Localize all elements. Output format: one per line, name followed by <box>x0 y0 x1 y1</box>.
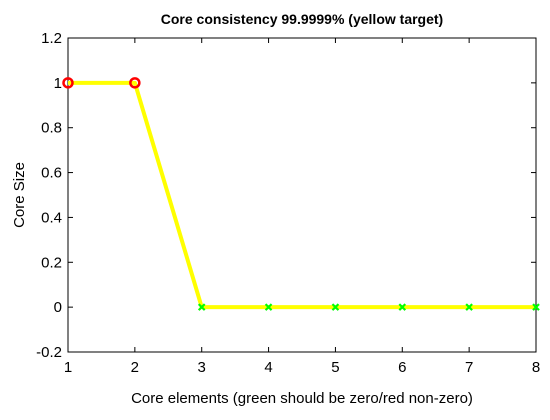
x-tick-label: 8 <box>532 359 540 376</box>
zero-point-marker <box>465 303 473 311</box>
data-series <box>62 77 540 311</box>
y-tick-label: 0 <box>54 299 62 316</box>
zero-point-marker <box>532 303 540 311</box>
x-tick-label: 5 <box>331 359 339 376</box>
x-tick-label: 4 <box>264 359 272 376</box>
x-tick-label: 3 <box>198 359 206 376</box>
target-series-line <box>68 80 536 310</box>
y-tick-label: 0.8 <box>41 120 62 137</box>
zero-point-marker <box>264 303 273 311</box>
y-tick-label: 1 <box>54 75 62 92</box>
y-tick-label: -0.2 <box>36 344 62 361</box>
y-axis-label: Core Size <box>11 162 28 228</box>
zero-point-marker-stroke <box>264 303 273 311</box>
y-tick-label: 0.6 <box>41 165 62 182</box>
non-zero-point-marker <box>129 77 141 89</box>
y-tick-label: 1.2 <box>41 30 62 47</box>
zero-point-marker-stroke <box>197 303 206 311</box>
y-tick-labels: -0.2 0 0.2 0.4 0.6 0.8 1 1.2 <box>36 30 62 361</box>
y-tick-label: 0.4 <box>41 209 62 226</box>
x-tick-label: 7 <box>465 359 473 376</box>
zero-point-marker <box>331 303 340 311</box>
x-tick-label: 1 <box>64 359 72 376</box>
x-tick-label: 6 <box>398 359 406 376</box>
x-axis-label: Core elements (green should be zero/red … <box>131 390 473 407</box>
zero-point-marker-stroke <box>398 303 407 311</box>
y-tick-label: 0.2 <box>41 254 62 271</box>
zero-point-marker <box>197 303 206 311</box>
zero-point-marker-stroke <box>532 303 540 311</box>
x-tick-label: 2 <box>131 359 139 376</box>
plot-area-frame <box>67 37 537 353</box>
non-zero-point-marker <box>62 77 74 89</box>
zero-point-marker <box>398 303 407 311</box>
zero-point-marker-stroke <box>331 303 340 311</box>
chart-title: Core consistency 99.9999% (yellow target… <box>161 11 443 27</box>
zero-point-marker-stroke <box>465 303 473 311</box>
x-tick-labels: 1 2 3 4 5 6 7 8 <box>64 359 540 376</box>
axis-ticks <box>67 37 537 353</box>
